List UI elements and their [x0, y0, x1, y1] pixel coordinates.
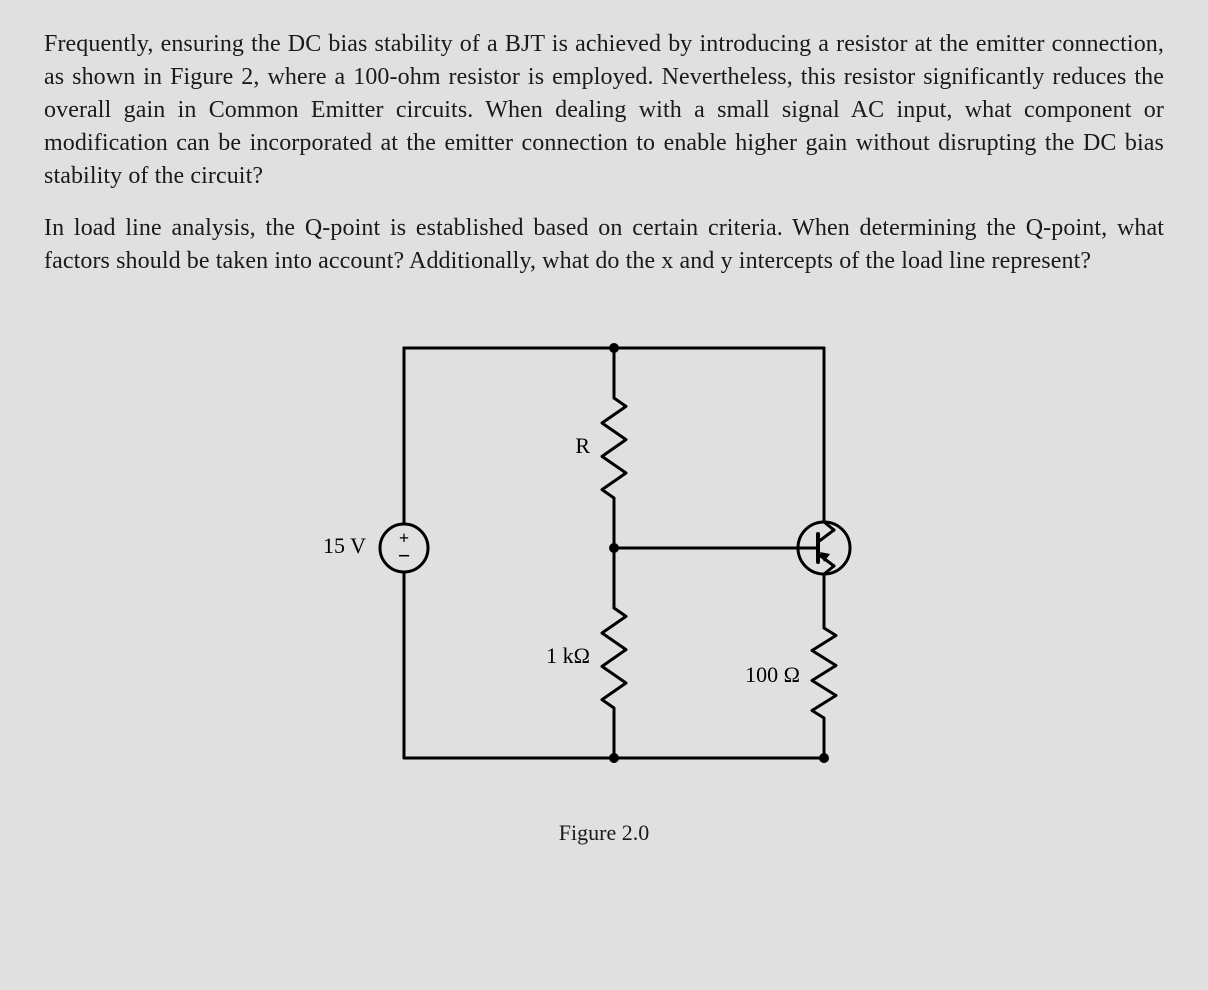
circuit-diagram: +−15 VR1 kΩ100 Ω: [284, 308, 924, 808]
svg-text:−: −: [398, 543, 411, 568]
figure-container: +−15 VR1 kΩ100 Ω Figure 2.0: [44, 308, 1164, 846]
svg-text:R: R: [575, 433, 590, 458]
question-paragraph-2: In load line analysis, the Q-point is es…: [44, 212, 1164, 278]
svg-text:1 kΩ: 1 kΩ: [546, 643, 590, 668]
question-paragraph-1: Frequently, ensuring the DC bias stabili…: [44, 28, 1164, 194]
svg-text:15 V: 15 V: [323, 533, 366, 558]
figure-caption: Figure 2.0: [559, 820, 649, 846]
svg-text:100 Ω: 100 Ω: [745, 662, 800, 687]
page: Frequently, ensuring the DC bias stabili…: [0, 0, 1208, 990]
